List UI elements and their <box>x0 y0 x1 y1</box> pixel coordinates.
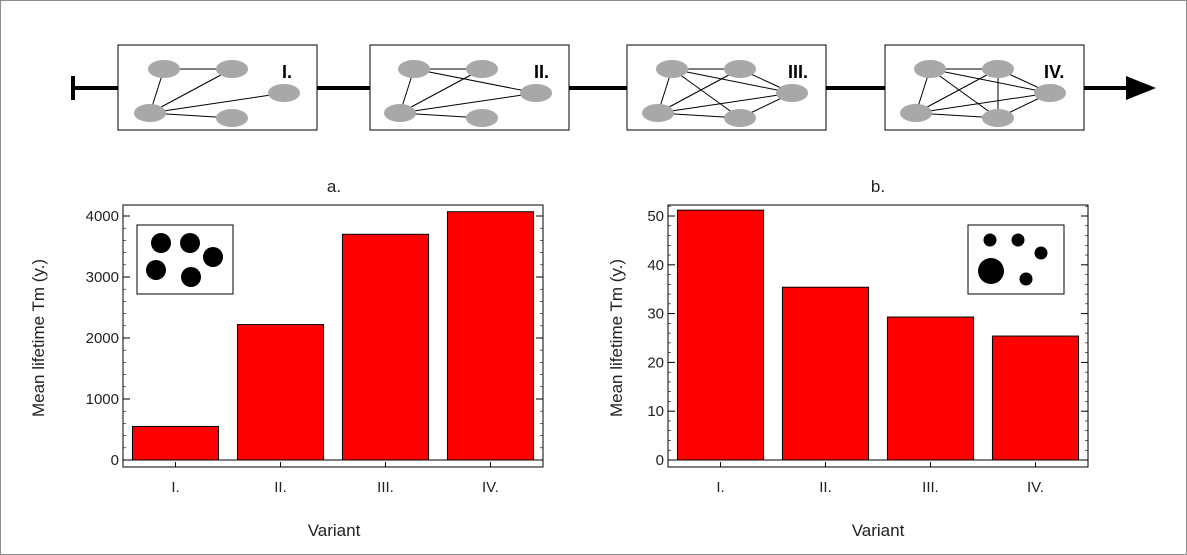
network-stage-3: III. <box>626 44 827 131</box>
y-tick-label: 3000 <box>86 269 119 286</box>
chart-b: b. Variant Mean lifetime Tm (y.) 0 10 20 30… <box>607 177 1089 540</box>
x-tick-label: II. <box>819 479 832 496</box>
y-tick-label: 1000 <box>86 391 119 408</box>
bars <box>676 209 1080 461</box>
chart-a: a. Variant Mean lifetime Tm (y.) 0 1000 20… <box>29 177 544 540</box>
y-tick-label: 40 <box>647 257 664 274</box>
network-stage-1: I. <box>117 44 318 131</box>
x-tick-label: IV. <box>1027 479 1044 496</box>
plot-area-border <box>667 204 1089 468</box>
x-tick-label: IV. <box>482 479 499 496</box>
network-nodes <box>134 60 300 127</box>
timeline-arrowhead <box>1126 76 1156 100</box>
y-tick-label: 30 <box>647 306 664 323</box>
inset-varied-circles <box>967 224 1065 295</box>
y-tick-label: 0 <box>111 452 119 469</box>
bar-4 <box>991 335 1080 461</box>
x-tick-label: I. <box>716 479 724 496</box>
stage-label: II. <box>534 62 549 82</box>
timeline: I. II. <box>71 44 1156 131</box>
y-tick-label: 20 <box>647 354 664 371</box>
y-tick-label: 50 <box>647 208 664 225</box>
chart-title: b. <box>871 177 885 196</box>
x-axis-label: Variant <box>308 521 361 540</box>
x-ticks: I. II. III. IV. <box>171 462 499 496</box>
bar-1 <box>676 209 765 461</box>
network-stage-4: IV. <box>884 44 1085 131</box>
y-axis-label: Mean lifetime Tm (y.) <box>29 259 48 417</box>
network-nodes <box>900 60 1066 127</box>
y-tick-label: 10 <box>647 403 664 420</box>
network-stage-2: II. <box>369 44 570 131</box>
x-ticks: I. II. III. IV. <box>716 462 1044 496</box>
stage-label: III. <box>788 62 808 82</box>
bar-2 <box>236 324 325 461</box>
bars <box>131 211 535 461</box>
inset-equal-circles <box>136 224 234 295</box>
network-nodes <box>384 60 552 127</box>
x-axis-label: Variant <box>852 521 905 540</box>
y-tick-label: 2000 <box>86 330 119 347</box>
network-nodes <box>642 60 808 127</box>
stage-label: IV. <box>1044 62 1064 82</box>
x-tick-label: II. <box>274 479 287 496</box>
x-tick-label: I. <box>171 479 179 496</box>
y-axis-label: Mean lifetime Tm (y.) <box>607 259 626 417</box>
bar-4 <box>446 211 535 461</box>
x-tick-label: III. <box>377 479 394 496</box>
y-ticks: 0 10 20 30 40 50 <box>647 208 1088 469</box>
bar-1 <box>131 425 220 461</box>
plot-area-border <box>122 204 544 468</box>
y-tick-label: 4000 <box>86 208 119 225</box>
y-ticks: 0 1000 2000 3000 4000 <box>86 208 543 469</box>
stage-label: I. <box>282 62 292 82</box>
x-tick-label: III. <box>922 479 939 496</box>
y-tick-label: 0 <box>656 452 664 469</box>
bar-3 <box>341 233 430 461</box>
chart-title: a. <box>327 177 341 196</box>
bar-2 <box>781 286 870 461</box>
network-edges <box>657 68 793 119</box>
bar-3 <box>886 316 975 461</box>
